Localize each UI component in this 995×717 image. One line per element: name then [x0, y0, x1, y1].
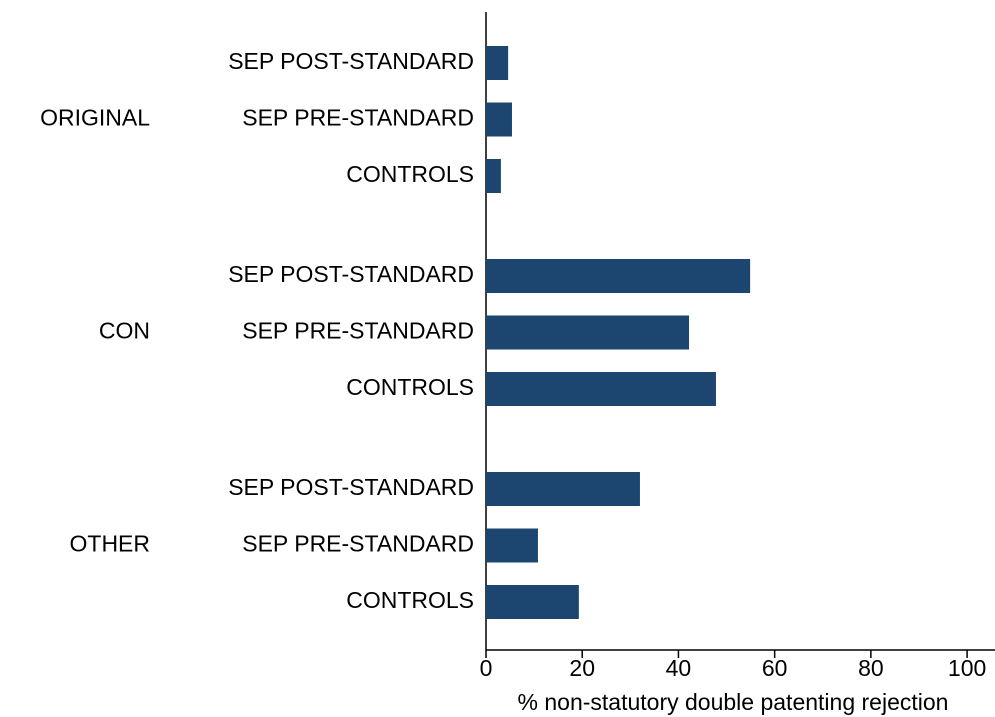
x-tick-label: 40	[666, 655, 692, 681]
x-tick-label: 20	[569, 655, 595, 681]
y-tick-label: CONTROLS	[346, 587, 474, 613]
y-tick-label: CONTROLS	[346, 374, 474, 400]
group-label: OTHER	[70, 531, 151, 557]
bar	[486, 46, 509, 80]
y-tick-label: SEP PRE-STANDARD	[242, 318, 474, 344]
group-label: CON	[99, 318, 150, 344]
bar	[486, 315, 690, 350]
y-tick-label: CONTROLS	[346, 161, 474, 187]
x-tick-label: 0	[480, 655, 493, 681]
group-label: ORIGINAL	[40, 105, 150, 131]
bar	[486, 528, 538, 563]
y-tick-label: SEP PRE-STANDARD	[242, 531, 474, 557]
bar	[486, 259, 751, 293]
x-axis-title: % non-statutory double patenting rejecti…	[518, 689, 949, 715]
bar	[486, 472, 640, 506]
x-tick-label: 100	[948, 655, 986, 681]
x-tick-label: 80	[858, 655, 884, 681]
bar	[486, 159, 501, 193]
x-tick-label: 60	[762, 655, 788, 681]
bar	[486, 585, 579, 619]
y-tick-label: SEP POST-STANDARD	[228, 48, 474, 74]
y-tick-label: SEP POST-STANDARD	[228, 474, 474, 500]
y-tick-label: SEP POST-STANDARD	[228, 261, 474, 287]
bar	[486, 102, 512, 137]
bar	[486, 372, 716, 406]
y-tick-label: SEP PRE-STANDARD	[242, 105, 474, 131]
